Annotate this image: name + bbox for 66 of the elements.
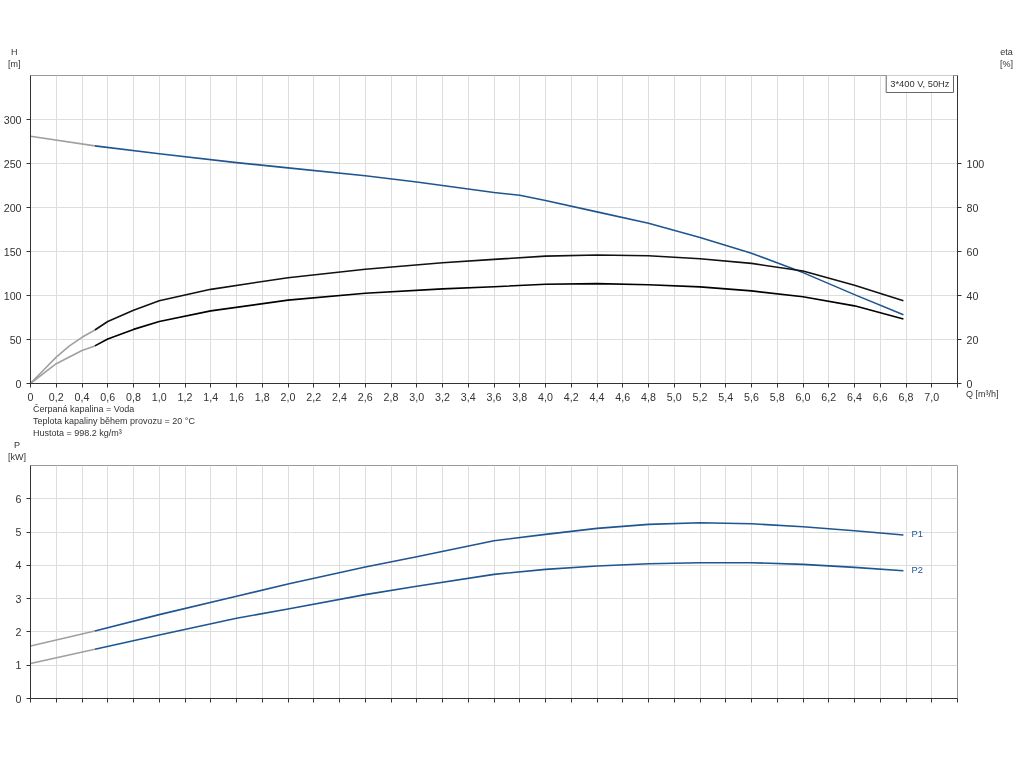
x-tick-label: 1,4 [203,390,219,403]
x-tick-label: 2,2 [306,390,322,403]
y-tick-label: 4 [15,559,22,572]
x-tick-label: 3,6 [486,390,502,403]
y-tick-label: 6 [15,492,22,505]
x-tick-label: 6,8 [898,390,914,403]
y2-tick-label: 80 [966,201,979,214]
x-tick-label: 6,2 [821,390,837,403]
y-tick-label: 250 [3,157,22,170]
x-tick-label: 1,6 [229,390,244,403]
x-tick-label: 2,0 [280,390,296,403]
x-tick-label: 7,0 [924,390,940,403]
y-axis-title: P [kW] [8,439,26,463]
x-tick-label: 0 [27,390,34,403]
x-tick-label: 0,6 [100,390,116,403]
x-tick-label: 4,2 [563,390,579,403]
y-tick-label: 0 [15,377,22,390]
y-tick-label: 100 [3,289,22,302]
x-axis-title: Q [m³/h] [966,388,999,400]
series-label: P2 [911,564,923,575]
y-tick-label: 150 [3,245,22,258]
x-tick-label: 3,2 [435,390,450,403]
text: Teplota kapaliny během provozu = 20 °C [33,415,195,427]
series-label: P1 [911,529,923,540]
x-tick-label: 4,0 [538,390,553,403]
x-tick-label: 6,0 [795,390,811,403]
y2-axis-title: eta [%] [1000,46,1014,70]
x-tick-label: 3,8 [512,390,528,403]
y2-tick-label: 60 [966,245,979,258]
x-tick-label: 4,6 [615,390,631,403]
x-tick-label: 2,8 [383,390,399,403]
x-tick-label: 2,4 [332,390,347,403]
y-tick-label: 50 [9,333,22,346]
y-tick-label: 300 [3,113,22,126]
y2-tick-label: 20 [966,333,979,346]
y-tick-label: 200 [3,201,22,214]
x-tick-label: 6,4 [847,390,862,403]
x-tick-label: 1,0 [151,390,167,403]
x-tick-label: 3,0 [409,390,425,403]
text: Hustota = 998.2 kg/m³ [33,427,122,439]
x-tick-label: 0,2 [48,390,64,403]
y2-tick-label: 40 [966,289,979,302]
y-tick-label: 3 [15,592,22,605]
x-tick-label: 1,2 [177,390,193,403]
chart-title: 3*400 V, 50Hz [890,78,950,89]
x-tick-label: 4,8 [641,390,656,403]
y-tick-label: 2 [15,625,22,638]
y-tick-label: 5 [15,526,22,539]
x-tick-label: 2,6 [357,390,373,403]
y2-tick-label: 0 [966,377,973,390]
x-tick-label: 6,6 [872,390,888,403]
y-tick-label: 0 [15,692,22,705]
x-tick-label: 3,4 [460,390,476,403]
x-tick-label: 5,2 [692,390,708,403]
x-tick-label: 4,4 [589,390,605,403]
x-tick-label: 5,8 [769,390,785,403]
y-axis-title: H [m] [8,46,21,70]
x-tick-label: 5,4 [718,390,734,403]
x-tick-label: 0,8 [126,390,141,403]
text: Čerpaná kapalina = Voda [33,403,135,415]
x-tick-label: 5,6 [744,390,759,403]
x-tick-label: 1,8 [254,390,270,403]
x-tick-label: 0,4 [74,390,90,403]
y2-tick-label: 100 [966,157,985,170]
x-tick-label: 5,0 [666,390,682,403]
y-tick-label: 1 [15,659,22,672]
